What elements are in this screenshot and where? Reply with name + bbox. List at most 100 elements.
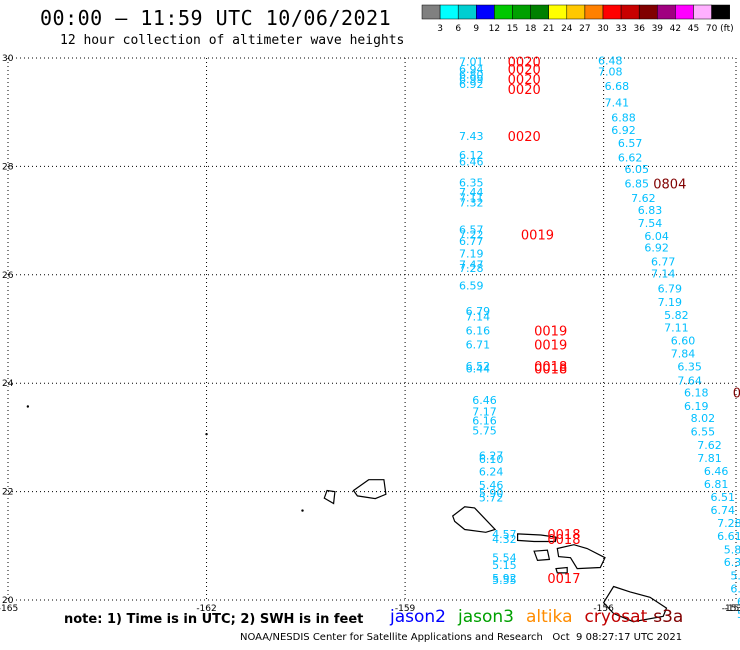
time-label: 0804 xyxy=(653,178,686,193)
colorbar-label: 42 xyxy=(670,24,681,34)
swh-value: 5.15 xyxy=(492,559,517,572)
colorbar-swatch xyxy=(693,4,712,20)
swh-value: 6.92 xyxy=(459,78,484,91)
colorbar-swatch xyxy=(494,4,513,20)
colorbar-swatch xyxy=(657,4,676,20)
colorbar-label: 39 xyxy=(652,24,664,34)
time-label: 0019 xyxy=(534,339,567,354)
colorbar-swatch xyxy=(476,4,495,20)
swh-value: 6.57 xyxy=(618,137,643,150)
swh-value: 6.05 xyxy=(624,163,649,176)
colorbar-swatch xyxy=(421,4,441,20)
swh-value: 6.59 xyxy=(459,280,484,293)
swh-value: 7.64 xyxy=(677,374,702,387)
island-hawaii xyxy=(602,585,668,623)
swh-value: 6.81 xyxy=(704,478,729,491)
swh-value: 7.01 xyxy=(459,55,484,68)
footer-credit: NOAA/NESDIS Center for Satellite Applica… xyxy=(240,632,683,643)
legend-jason3: jason3 xyxy=(458,607,514,627)
time-label: 0020 xyxy=(508,130,541,145)
satellite-legend: jason2 jason3 altika cryosat s3a xyxy=(390,607,695,627)
island-kahoolawe xyxy=(555,566,568,574)
y-tick-label: 22 xyxy=(2,488,13,498)
swh-value: 6.27 xyxy=(479,449,504,462)
swh-value: 7.62 xyxy=(697,439,722,452)
swh-value: 5.75 xyxy=(472,424,497,437)
colorbar-label: 6 xyxy=(455,24,461,34)
colorbar-label: 45 xyxy=(688,24,699,34)
swh-value: 6.52 xyxy=(466,360,491,373)
swh-value: 7.43 xyxy=(459,130,484,143)
swh-value: 7.44 xyxy=(459,186,484,199)
swh-value: 6.99 xyxy=(459,73,484,86)
y-tick-label: 28 xyxy=(2,162,14,172)
swh-value: 7.28 xyxy=(717,517,740,530)
swh-value: 6.39 xyxy=(737,596,740,609)
swh-value: 7.11 xyxy=(664,321,689,334)
swh-value: 7.32 xyxy=(459,197,484,210)
x-tick-label: -165 xyxy=(0,604,18,614)
colorbar-swatch xyxy=(457,4,477,20)
swh-value: 5.90 xyxy=(479,487,504,500)
swh-value: 6.51 xyxy=(711,491,736,504)
swh-value: 7.41 xyxy=(605,96,630,109)
island-kauai xyxy=(352,479,387,500)
swh-value: 4.57 xyxy=(492,528,517,541)
time-label: 0018 xyxy=(534,363,567,378)
swh-value: 6.94 xyxy=(459,63,484,76)
grid-lines xyxy=(7,57,737,601)
swh-value: 5.74 xyxy=(737,608,740,621)
colorbar-unit: (ft) xyxy=(720,24,734,34)
swh-value: 6.79 xyxy=(466,305,491,318)
colorbar-label: 27 xyxy=(579,24,590,34)
legend-cryosat: cryosat xyxy=(584,607,648,627)
colorbar-swatch xyxy=(638,4,658,20)
colorbar-label: 70 xyxy=(706,24,718,34)
colorbar-label: 15 xyxy=(507,24,518,34)
colorbar-label: 12 xyxy=(489,24,500,34)
legend-jason2: jason2 xyxy=(390,607,446,627)
swh-value: 7.14 xyxy=(466,311,491,324)
colorbar-swatch xyxy=(620,4,640,20)
swh-value: 7.28 xyxy=(459,262,484,275)
swh-value: 5.92 xyxy=(492,572,517,585)
y-tick-label: 24 xyxy=(2,379,14,389)
swh-value: 5.87 xyxy=(724,544,740,557)
axis-ticks: -165 -162 -159 -156 -153-15 20 22 24 26 28 30 xyxy=(0,54,740,614)
islet-dot xyxy=(301,509,304,512)
swh-value: 6.85 xyxy=(624,178,649,191)
island-niihau xyxy=(323,489,336,505)
swh-value: 6.92 xyxy=(611,124,636,137)
swh-value: 6.16 xyxy=(472,415,497,428)
colorbar-swatch xyxy=(675,4,694,20)
swh-value: 6.35 xyxy=(459,177,484,190)
swh-value: 6.18 xyxy=(684,386,709,399)
swh-value: 6.55 xyxy=(691,425,716,438)
legend-s3a: s3a xyxy=(653,607,684,627)
swh-value: 5.54 xyxy=(492,552,517,565)
island-oahu xyxy=(451,506,497,533)
swh-value: 6.46 xyxy=(459,156,484,169)
colorbar-swatch xyxy=(711,4,730,20)
swh-value: 6.61 xyxy=(717,530,740,543)
time-label: 0020 xyxy=(508,55,541,70)
swh-value: 6.62 xyxy=(618,152,643,165)
swh-value: 7.47 xyxy=(459,259,484,272)
swh-value: 6.77 xyxy=(459,235,484,248)
swh-value: 6.80 xyxy=(459,68,484,81)
time-label: 0019 xyxy=(534,325,567,340)
swh-value: 5.55 xyxy=(492,574,517,587)
swh-value: 7.81 xyxy=(697,452,722,465)
swh-value: 8.02 xyxy=(691,412,716,425)
swh-value: 7.17 xyxy=(472,405,497,418)
swh-value: 6.57 xyxy=(459,223,484,236)
time-label: 0018 xyxy=(534,360,567,375)
swh-value: 6.04 xyxy=(644,230,669,243)
colorbar-swatch xyxy=(530,4,549,20)
colorbar-label: 21 xyxy=(543,24,554,34)
time-label: 0018 xyxy=(547,533,580,548)
y-tick-label: 30 xyxy=(2,54,14,64)
colorbar-swatch xyxy=(566,4,586,20)
swh-value: 5.72 xyxy=(479,492,504,505)
